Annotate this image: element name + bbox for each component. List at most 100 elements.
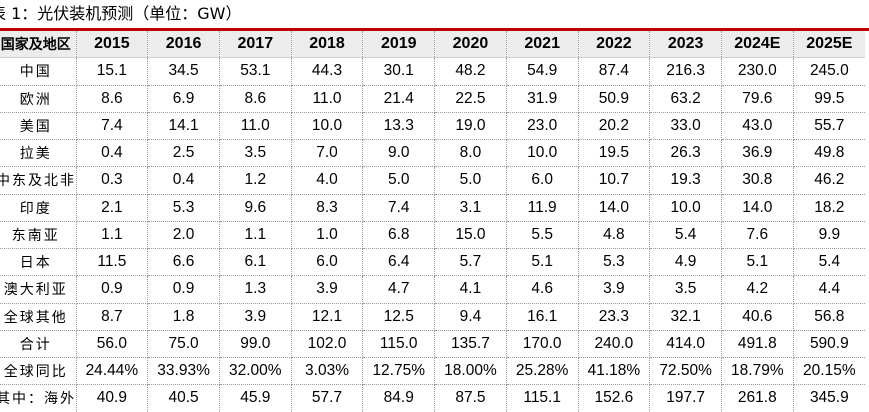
table-cell: 12.75% <box>362 357 436 386</box>
table-cell: 18.2 <box>793 194 865 222</box>
table-cell: 5.1 <box>721 248 794 277</box>
table-cell: 11.0 <box>219 112 292 141</box>
table-cell: 14.0 <box>721 194 794 222</box>
table-row: 东南亚 1.1 2.0 1.1 1.0 6.8 15.0 5.5 4.8 5.4 7.6 9.9 <box>0 221 865 250</box>
table-cell: 9.6 <box>219 194 292 222</box>
table-cell: 7.6 <box>721 221 794 250</box>
table-cell: 7.4 <box>76 112 149 141</box>
table-cell: 4.8 <box>578 221 651 250</box>
column-header-year: 2016 <box>147 31 220 59</box>
table-cell: 25.28% <box>506 357 579 386</box>
table-cell: 87.4 <box>578 57 651 86</box>
table-cell: 40.5 <box>147 384 220 412</box>
table-row: 印度 2.1 5.3 9.6 8.3 7.4 3.1 11.9 14.0 10.0 14.0 18.2 <box>0 194 865 222</box>
table-cell: 345.9 <box>809 389 849 407</box>
table-cell: 0.9 <box>147 275 220 304</box>
table-cell: 6.8 <box>362 221 436 250</box>
row-label: 印度 <box>0 194 77 222</box>
table-cell: 26.3 <box>649 139 722 168</box>
table-cell: 4.6 <box>506 275 579 304</box>
table-cell: 245.0 <box>793 57 865 86</box>
table-cell: 7.4 <box>362 194 436 222</box>
table-cell: 6.1 <box>219 248 292 277</box>
column-header-year: 2023 <box>649 31 722 59</box>
table-cell: 216.3 <box>649 57 722 86</box>
row-label: 全球其他 <box>0 303 77 331</box>
table-cell: 49.8 <box>793 139 865 168</box>
row-label: 合计 <box>0 330 77 359</box>
table-cell: 3.9 <box>219 303 292 331</box>
table-cell: 19.0 <box>434 112 507 141</box>
table-cell: 15.1 <box>76 57 149 86</box>
table-cell: 3.5 <box>649 275 722 304</box>
table-cell: 1.2 <box>219 166 292 195</box>
table-cell: 84.9 <box>362 384 436 412</box>
table-cell: 5.3 <box>147 194 220 222</box>
table-cell: 15.0 <box>434 221 507 250</box>
table-cell: 18.79% <box>721 357 794 386</box>
table-cell: 3.03% <box>291 357 364 386</box>
table-cell: 13.3 <box>362 112 436 141</box>
table-cell: 9.9 <box>793 221 865 250</box>
table-cell: 197.7 <box>649 384 722 412</box>
table-cell: 11.0 <box>291 85 364 113</box>
table-cell: 0.9 <box>76 275 149 304</box>
table-cell: 14.1 <box>147 112 220 141</box>
table-cell: 414.0 <box>649 330 722 359</box>
table-cell: 79.6 <box>721 85 794 113</box>
table-cell: 0.3 <box>76 166 149 195</box>
table-cell: 41.18% <box>578 357 651 386</box>
table-cell: 21.4 <box>362 85 436 113</box>
table-cell: 4.4 <box>793 275 865 304</box>
table-cell: 57.7 <box>291 384 364 412</box>
table-cell: 5.7 <box>434 248 507 277</box>
table-cell: 3.9 <box>578 275 651 304</box>
table-cell: 3.5 <box>219 139 292 168</box>
table-cell: 6.4 <box>362 248 436 277</box>
table-cell: 24.44% <box>76 357 149 386</box>
column-header-year: 2015 <box>76 31 149 59</box>
row-label: 日本 <box>0 248 77 277</box>
table-row: 全球其他 8.7 1.8 3.9 12.1 12.5 9.4 16.1 23.3 32.1 40.6… <box>0 303 865 331</box>
column-header-year: 2024E <box>721 31 794 59</box>
table-header-row: 国家及地区 2015 2016 2017 2018 2019 2020 2021 2022 20… <box>0 31 865 59</box>
table-cell: 1.1 <box>219 221 292 250</box>
table-cell: 22.5 <box>434 85 507 113</box>
table-cell: 6.6 <box>147 248 220 277</box>
table-cell: 23.0 <box>506 112 579 141</box>
table-cell: 75.0 <box>147 330 220 359</box>
table-cell: 0.4 <box>147 166 220 195</box>
table-row: 澳大利亚 0.9 0.9 1.3 3.9 4.7 4.1 4.6 3.9 3.5 4.2 4.4 <box>0 275 865 304</box>
table-cell: 36.9 <box>721 139 794 168</box>
row-label: 美国 <box>0 112 77 141</box>
table-cell: 7.0 <box>291 139 364 168</box>
table-cell: 9.0 <box>362 139 436 168</box>
table-cell: 4.9 <box>649 248 722 277</box>
table-cell: 33.0 <box>649 112 722 141</box>
table-cell: 19.5 <box>578 139 651 168</box>
table-cell: 53.1 <box>219 57 292 86</box>
table-cell: 10.0 <box>649 194 722 222</box>
table-row: 美国 7.4 14.1 11.0 10.0 13.3 19.0 23.0 20.2 33.0 43.… <box>0 112 865 141</box>
table-cell: 33.93% <box>147 357 220 386</box>
table-cell: 55.7 <box>793 112 865 141</box>
table-cell: 2.0 <box>147 221 220 250</box>
table-cell: 4.7 <box>362 275 436 304</box>
table-cell: 5.0 <box>362 166 436 195</box>
row-label: 拉美 <box>0 139 77 168</box>
table-cell: 40.9 <box>76 384 149 412</box>
table-cell: 63.2 <box>649 85 722 113</box>
table-cell: 9.4 <box>434 303 507 331</box>
table-cell: 4.0 <box>291 166 364 195</box>
table-cell: 14.0 <box>578 194 651 222</box>
table-cell: 72.50% <box>649 357 722 386</box>
table-cell: 5.4 <box>649 221 722 250</box>
table-cell: 6.9 <box>147 85 220 113</box>
table-cell: 40.6 <box>721 303 794 331</box>
row-label: 澳大利亚 <box>0 275 77 304</box>
table-cell: 491.8 <box>721 330 794 359</box>
table-cell: 4.1 <box>434 275 507 304</box>
table-row: 拉美 0.4 2.5 3.5 7.0 9.0 8.0 10.0 19.5 26.3 36.9 49.8 <box>0 139 865 168</box>
table-cell: 32.00% <box>219 357 292 386</box>
table-cell: 11.9 <box>506 194 579 222</box>
